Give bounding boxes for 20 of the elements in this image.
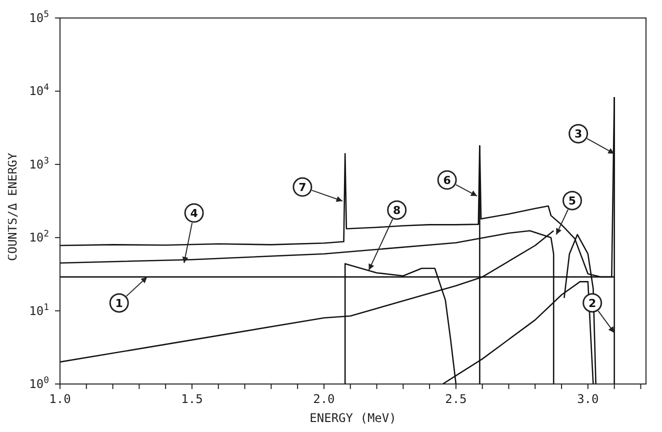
y-tick-label: 10$^{2}$ bbox=[29, 230, 49, 245]
y-tick-label: 10$^{0}$ bbox=[29, 376, 49, 391]
x-axis-title: ENERGY (MeV) bbox=[310, 411, 396, 425]
annotation: 4 bbox=[190, 206, 198, 220]
y-tick-label: 10$^{4}$ bbox=[29, 83, 49, 98]
x-tick-label: 1.5 bbox=[181, 392, 203, 406]
annotation: 7 bbox=[298, 181, 306, 194]
x-tick-label: 3.0 bbox=[577, 392, 599, 406]
x-tick-label: 2.0 bbox=[313, 392, 335, 406]
annotation: 6 bbox=[443, 174, 452, 188]
annotation: 8 bbox=[393, 204, 401, 218]
y-tick-label: 10$^{1}$ bbox=[29, 302, 49, 318]
annotation: 1 bbox=[115, 296, 123, 310]
annotation: 2 bbox=[588, 296, 596, 310]
y-tick-label: 10$^{5}$ bbox=[29, 10, 49, 25]
x-tick-label: 2.5 bbox=[445, 392, 467, 406]
annotation: 5 bbox=[568, 194, 576, 208]
annotation: 3 bbox=[574, 128, 582, 141]
x-tick-label: 1.0 bbox=[49, 392, 71, 406]
y-tick-label: 10$^{3}$ bbox=[29, 156, 49, 172]
